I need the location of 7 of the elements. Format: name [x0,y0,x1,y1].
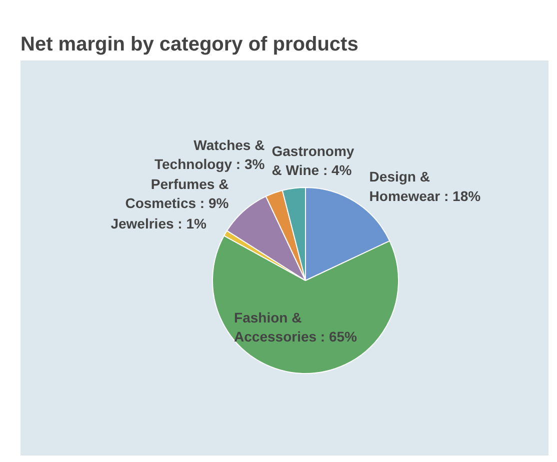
slice-label: Fashion & Accessories : 65% [234,309,358,345]
slice-label: Watches & Technology : 3% [154,136,266,172]
slice-label: Gastronomy & Wine : 4% [272,142,354,178]
chart-title: Net margin by category of products [20,34,358,56]
slice-label: Perfumes & Cosmetics : 9% [125,176,230,212]
slice-label: Jewelries : 1% [110,216,207,232]
slice-label: Design & Homewear : 18% [369,168,482,204]
